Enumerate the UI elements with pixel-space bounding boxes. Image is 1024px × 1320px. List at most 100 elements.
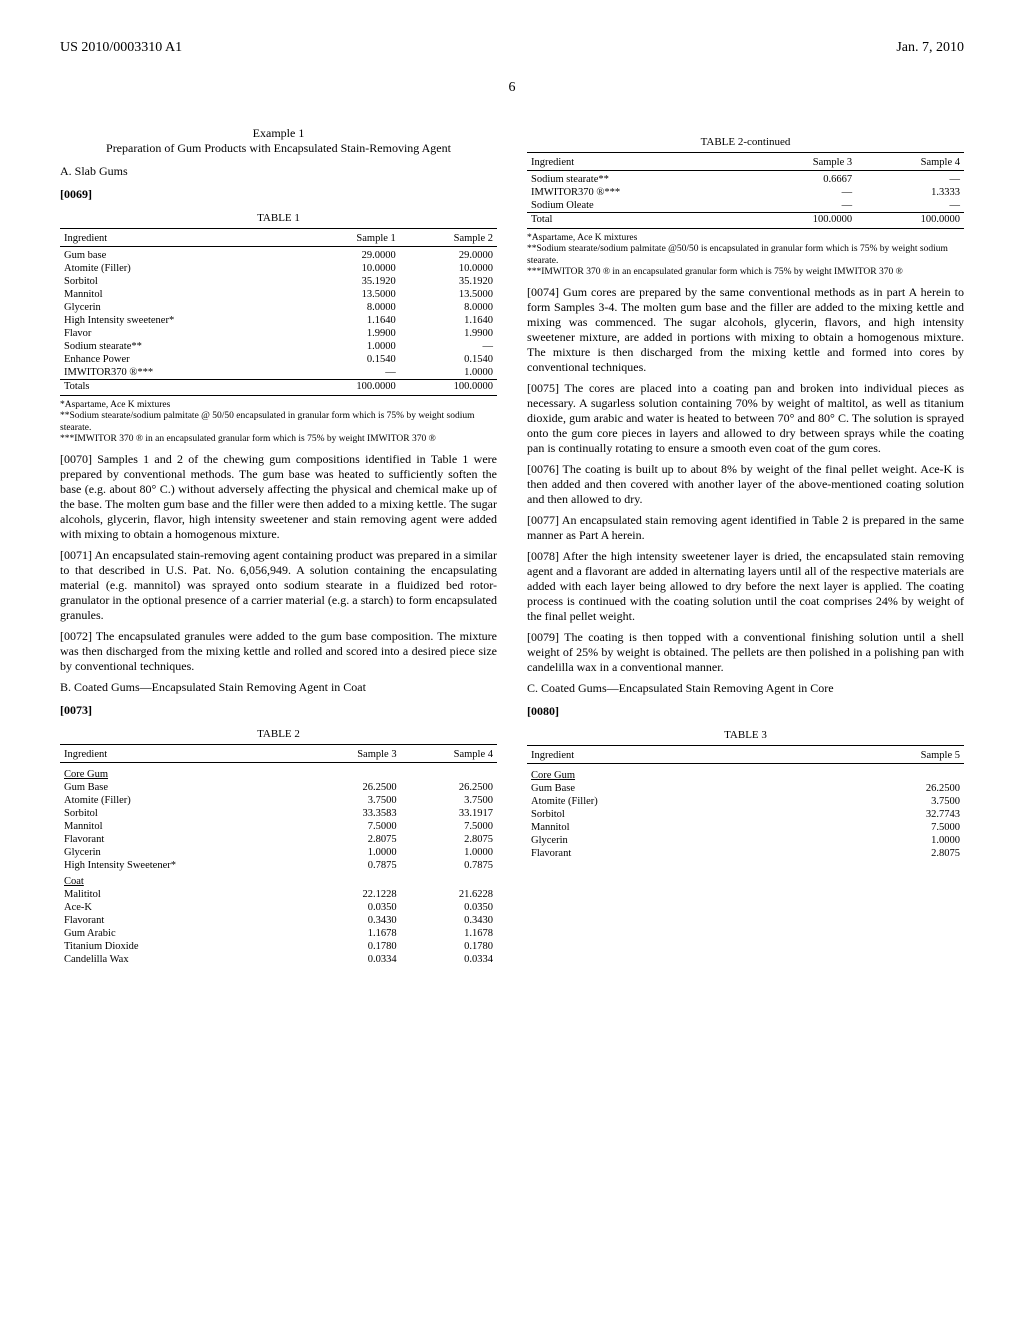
table-cell: 1.0000: [795, 834, 964, 847]
para-0078: [0078] After the high intensity sweetene…: [527, 549, 964, 624]
para-0075: [0075] The cores are placed into a coati…: [527, 381, 964, 456]
table-cell: Sodium Oleate: [527, 199, 748, 213]
table1-caption: TABLE 1: [60, 212, 497, 224]
table-cell: Sorbitol: [527, 808, 795, 821]
table-cell: 22.1228: [304, 888, 400, 901]
table-cell: 1.1640: [303, 314, 400, 327]
t2-h1: Sample 3: [304, 747, 400, 763]
table-2-continued: Ingredient Sample 3 Sample 4 Sodium stea…: [527, 152, 964, 229]
table-cell: 10.0000: [400, 262, 497, 275]
para-0069: [0069]: [60, 187, 92, 201]
table2-caption: TABLE 2: [60, 728, 497, 740]
table-cell: —: [856, 173, 964, 186]
table-cell: Mannitol: [60, 288, 303, 301]
table-cell: Enhance Power: [60, 353, 303, 366]
section-a-label: A. Slab Gums: [60, 164, 497, 179]
table-cell: 8.0000: [303, 301, 400, 314]
table-cell: Mannitol: [527, 821, 795, 834]
t1-h0: Ingredient: [60, 231, 303, 247]
table-cell: 7.5000: [304, 820, 400, 833]
table-cell: 1.1678: [401, 927, 497, 940]
t1-footnotes: *Aspartame, Ace K mixtures **Sodium stea…: [60, 400, 497, 446]
table-cell: 3.7500: [401, 794, 497, 807]
table-cell: 1.0000: [304, 846, 400, 859]
t3-h1: Sample 5: [795, 748, 964, 764]
table-cell: 0.0350: [304, 901, 400, 914]
t1-total-1: 100.0000: [303, 380, 400, 394]
table-cell: 7.5000: [795, 821, 964, 834]
table-cell: 1.9900: [400, 327, 497, 340]
t3-h0: Ingredient: [527, 748, 795, 764]
left-column: Example 1 Preparation of Gum Products wi…: [60, 126, 497, 966]
table-cell: Atomite (Filler): [527, 795, 795, 808]
table-cell: IMWITOR370 ®***: [60, 366, 303, 380]
table-cell: 1.0000: [400, 366, 497, 380]
table-cell: 1.9900: [303, 327, 400, 340]
t2-h0: Ingredient: [60, 747, 304, 763]
t1-fn1: *Aspartame, Ace K mixtures: [60, 400, 497, 411]
para-0071: [0071] An encapsulated stain-removing ag…: [60, 548, 497, 623]
t2c-fn3: ***IMWITOR 370 ® in an encapsulated gran…: [527, 267, 964, 278]
table-cell: 0.7875: [401, 859, 497, 872]
t2c-h1: Sample 3: [748, 155, 856, 171]
table-cell: Sorbitol: [60, 807, 304, 820]
table-cell: 0.6667: [748, 173, 856, 186]
t2c-fn2: **Sodium stearate/sodium palmitate @50/5…: [527, 244, 964, 267]
table-cell: Ace-K: [60, 901, 304, 914]
table-cell: 0.3430: [401, 914, 497, 927]
table-cell: Flavorant: [60, 914, 304, 927]
t2c-total-label: Total: [527, 213, 748, 227]
table-cell: 0.3430: [304, 914, 400, 927]
table-cell: Glycerin: [60, 846, 304, 859]
table-cell: High Intensity sweetener*: [60, 314, 303, 327]
table-cell: Gum Base: [527, 782, 795, 795]
t1-fn3: ***IMWITOR 370 ® in an encapsulated gran…: [60, 434, 497, 445]
table-cell: Atomite (Filler): [60, 262, 303, 275]
table-cell: —: [856, 199, 964, 213]
table-cell: 32.7743: [795, 808, 964, 821]
table-cell: 0.1540: [400, 353, 497, 366]
para-0072: [0072] The encapsulated granules were ad…: [60, 629, 497, 674]
table-cell: 0.0334: [304, 953, 400, 966]
table-cell: 0.7875: [304, 859, 400, 872]
para-0076: [0076] The coating is built up to about …: [527, 462, 964, 507]
table-cell: 2.8075: [304, 833, 400, 846]
t1-h2: Sample 2: [400, 231, 497, 247]
table-cell: 0.1540: [303, 353, 400, 366]
table-cell: 0.1780: [401, 940, 497, 953]
table-cell: 26.2500: [401, 781, 497, 794]
table-cell: 3.7500: [795, 795, 964, 808]
table-cell: 2.8075: [401, 833, 497, 846]
table-cell: 2.8075: [795, 847, 964, 860]
table-cell: Titanium Dioxide: [60, 940, 304, 953]
table-cell: —: [748, 199, 856, 213]
page-header: US 2010/0003310 A1 Jan. 7, 2010: [60, 40, 964, 60]
para-0074: [0074] Gum cores are prepared by the sam…: [527, 285, 964, 375]
table-cell: Malititol: [60, 888, 304, 901]
t1-total-2: 100.0000: [400, 380, 497, 394]
table2c-caption: TABLE 2-continued: [527, 136, 964, 148]
section-b-label: B. Coated Gums—Encapsulated Stain Removi…: [60, 680, 497, 695]
t2c-h0: Ingredient: [527, 155, 748, 171]
t1-total-label: Totals: [60, 380, 303, 394]
table-3: Ingredient Sample 5 Core Gum Gum Base26.…: [527, 745, 964, 860]
table-cell: 26.2500: [304, 781, 400, 794]
para-0077: [0077] An encapsulated stain removing ag…: [527, 513, 964, 543]
table-cell: 13.5000: [303, 288, 400, 301]
table3-caption: TABLE 3: [527, 729, 964, 741]
table-cell: Glycerin: [60, 301, 303, 314]
table-cell: —: [748, 186, 856, 199]
table-cell: 0.0350: [401, 901, 497, 914]
table-cell: Gum Arabic: [60, 927, 304, 940]
example-title: Preparation of Gum Products with Encapsu…: [60, 141, 497, 156]
t2-h2: Sample 4: [401, 747, 497, 763]
table-cell: IMWITOR370 ®***: [527, 186, 748, 199]
t1-h1: Sample 1: [303, 231, 400, 247]
section-c-label: C. Coated Gums—Encapsulated Stain Removi…: [527, 681, 964, 696]
table-cell: 10.0000: [303, 262, 400, 275]
t2c-footnotes: *Aspartame, Ace K mixtures **Sodium stea…: [527, 233, 964, 279]
table-cell: 1.1640: [400, 314, 497, 327]
table-cell: Mannitol: [60, 820, 304, 833]
para-0073: [0073]: [60, 703, 92, 717]
t2c-total-2: 100.0000: [856, 213, 964, 227]
